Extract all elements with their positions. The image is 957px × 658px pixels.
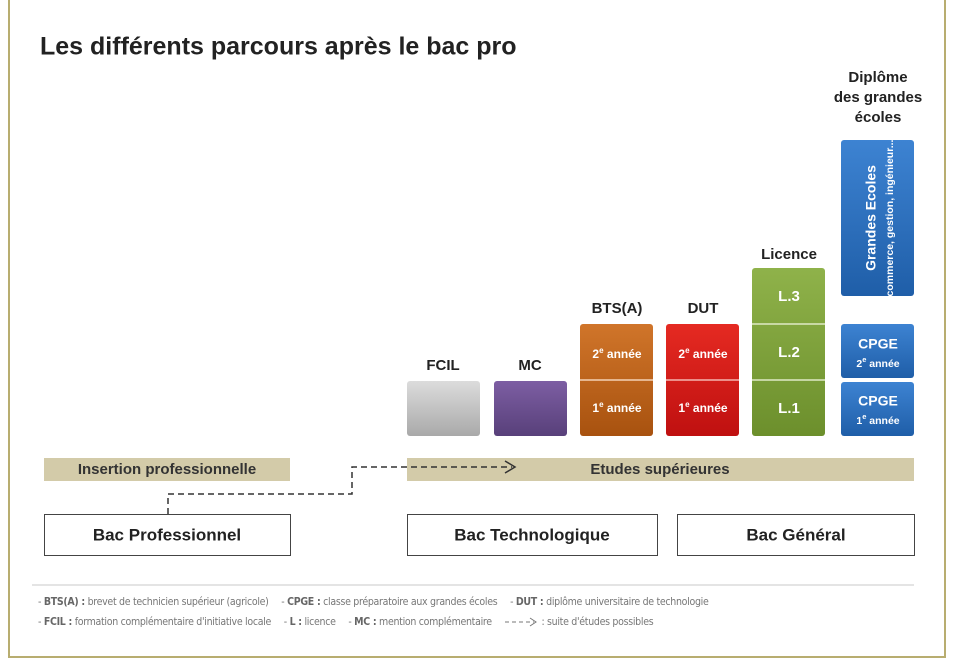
cpge-box: [841, 324, 914, 378]
year-label: L.3: [778, 288, 800, 305]
footnote-abbr: DUT :: [515, 596, 544, 608]
year-label: L.2: [778, 344, 800, 361]
bac-box: [407, 514, 658, 556]
bac-label: Bac Professionnel: [93, 525, 241, 544]
licence-box: [752, 268, 825, 436]
band-label: Insertion professionnelle: [78, 461, 256, 478]
footnote-text: : suite d'études possibles: [541, 616, 654, 628]
ecoles-label: Grandes Ecoles: [863, 165, 879, 271]
footnote-item: : suite d'études possibles: [504, 616, 654, 628]
band-label: Etudes supérieures: [590, 461, 729, 478]
column-label: DUT: [688, 300, 719, 317]
column-label: Licence: [761, 246, 817, 263]
fcil-box: [407, 381, 480, 436]
ecoles-sublabel: commerce, gestion, ingénieur...: [884, 139, 896, 296]
band: [44, 458, 290, 481]
column-label: écoles: [855, 109, 902, 126]
footnote-text: formation complémentaire d'initiative lo…: [72, 616, 272, 628]
footnote: - BTS(A) : brevet de technicien supérieu…: [38, 592, 918, 632]
cpge-label: CPGE: [858, 393, 898, 409]
footnote-text: brevet de technicien supérieur (agricole…: [84, 596, 269, 608]
ecoles-box: [841, 140, 914, 296]
footnote-abbr: MC :: [354, 616, 377, 628]
column-label: BTS(A): [592, 300, 643, 317]
band: [407, 458, 914, 481]
year-label: 1e année: [592, 400, 641, 415]
bullet-dash: -: [38, 616, 44, 628]
bac-label: Bac Général: [746, 525, 845, 544]
year-label: 2e année: [678, 346, 727, 361]
bullet-dash: -: [283, 616, 290, 628]
bullet-dash: -: [38, 596, 44, 608]
bullet-dash: -: [281, 596, 288, 608]
footnote-abbr: BTS(A) :: [43, 596, 85, 608]
year-label: 2e année: [856, 355, 899, 370]
footnote-abbr: FCIL :: [43, 616, 72, 628]
arrow-icon: [505, 617, 538, 627]
bac-box: [677, 514, 915, 556]
column-label: des grandes: [834, 89, 922, 106]
footnote-text: diplôme universitaire de technologie: [543, 596, 709, 608]
footnote-item: - CPGE : classe préparatoire aux grandes…: [281, 596, 497, 608]
footnote-item: - L : licence: [284, 616, 336, 628]
year-label: 1e année: [678, 400, 727, 415]
footnote-item: - BTS(A) : brevet de technicien supérieu…: [38, 596, 269, 608]
mc-box: [494, 381, 567, 436]
footnote-item: - MC : mention complémentaire: [348, 616, 492, 628]
year-label: 1e année: [856, 412, 899, 427]
cpge-box: [841, 382, 914, 436]
column-label: MC: [518, 357, 541, 374]
bac-label: Bac Technologique: [454, 525, 610, 544]
footnote-item: - FCIL : formation complémentaire d'init…: [38, 616, 271, 628]
dashed-arrow: [167, 466, 512, 514]
year-label: L.1: [778, 400, 800, 417]
footnote-text: licence: [301, 616, 336, 628]
cpge-label: CPGE: [858, 336, 898, 352]
footnote-text: classe préparatoire aux grandes écoles: [320, 596, 498, 608]
title: Les différents parcours après le bac pro: [40, 33, 517, 61]
arrow-head: [504, 460, 517, 474]
footnote-abbr: L :: [289, 616, 302, 628]
bac-box: [44, 514, 291, 556]
bullet-dash: -: [348, 616, 355, 628]
footnote-abbr: CPGE :: [287, 596, 321, 608]
arrow-head: [530, 617, 538, 627]
column-label: FCIL: [426, 357, 459, 374]
bullet-dash: -: [510, 596, 516, 608]
footnote-text: mention complémentaire: [376, 616, 492, 628]
footnote-item: - DUT : diplôme universitaire de technol…: [510, 596, 709, 608]
year-label: 2e année: [592, 346, 641, 361]
column-label: Diplôme: [848, 69, 907, 86]
